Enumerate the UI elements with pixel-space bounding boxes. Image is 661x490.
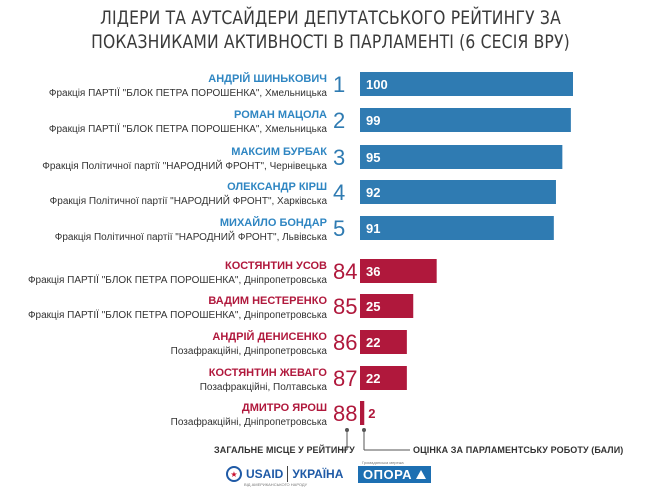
score-value: 100 <box>366 77 388 92</box>
logo-divider <box>287 466 289 482</box>
rank-number: 88 <box>333 401 357 426</box>
deputy-name: МИХАЙЛО БОНДАР <box>220 216 327 229</box>
score-bar <box>360 366 407 390</box>
deputy-name: МАКСИМ БУРБАК <box>231 146 327 158</box>
opora-logo: ОПОРА <box>358 466 431 483</box>
deputy-party: Фракція ПАРТІЇ "БЛОК ПЕТРА ПОРОШЕНКА", Х… <box>49 87 328 99</box>
score-bar <box>360 259 437 283</box>
score-bar <box>360 145 563 169</box>
legend-score-label: ОЦІНКА ЗА ПАРЛАМЕНТСЬКУ РОБОТУ (БАЛИ) <box>413 445 624 455</box>
opora-subtitle: Громадянська мережа <box>362 460 404 465</box>
legend-rank-label: ЗАГАЛЬНЕ МІСЦЕ У РЕЙТИНГУ <box>214 445 355 455</box>
score-value: 95 <box>366 150 380 165</box>
deputy-party: Позафракційні, Дніпропетровська <box>171 416 328 428</box>
deputy-party: Позафракційні, Дніпропетровська <box>171 345 328 357</box>
deputy-name: КОСТЯНТИН УСОВ <box>225 260 327 272</box>
deputy-name: АНДРІЙ ДЕНИСЕНКО <box>212 330 327 343</box>
usaid-text: USAID <box>246 467 284 481</box>
score-bar <box>360 216 554 240</box>
score-value: 91 <box>366 221 380 236</box>
deputy-name: ОЛЕКСАНДР КІРШ <box>227 181 327 193</box>
usaid-logo: ★ USAID УКРАЇНА <box>226 466 343 482</box>
rank-number: 2 <box>333 108 345 133</box>
score-value: 22 <box>366 335 380 350</box>
deputy-party: Фракція ПАРТІЇ "БЛОК ПЕТРА ПОРОШЕНКА", Д… <box>28 274 327 286</box>
rank-number: 3 <box>333 145 345 170</box>
deputy-name: АНДРІЙ ШИНЬКОВИЧ <box>208 72 327 85</box>
rank-number: 1 <box>333 72 345 97</box>
score-bar <box>360 401 365 425</box>
legend-rank-dot <box>345 428 349 432</box>
rank-number: 84 <box>333 259 357 284</box>
legend-score-dot <box>362 428 366 432</box>
deputy-party: Фракція Політичної партії "НАРОДНИЙ ФРОН… <box>42 159 327 172</box>
score-bar <box>360 330 407 354</box>
rank-number: 86 <box>333 330 357 355</box>
usaid-subtitle: ВІД АМЕРИКАНСЬКОГО НАРОДУ <box>244 482 308 487</box>
deputy-name: КОСТЯНТИН ЖЕВАГО <box>209 367 328 379</box>
chart-title-line-2: ПОКАЗНИКАМИ АКТИВНОСТІ В ПАРЛАМЕНТІ (6 С… <box>91 31 570 53</box>
deputy-name: ДМИТРО ЯРОШ <box>242 402 327 414</box>
deputy-party: Фракція Політичної партії "НАРОДНИЙ ФРОН… <box>50 194 328 207</box>
opora-badge: ОПОРА <box>358 466 431 483</box>
score-bar <box>360 294 414 318</box>
opora-triangle-icon <box>415 470 426 479</box>
score-value: 36 <box>366 264 380 279</box>
deputy-party: Позафракційні, Полтавська <box>200 381 328 393</box>
score-bar <box>360 180 556 204</box>
score-bar <box>360 108 571 132</box>
deputy-name: РОМАН МАЦОЛА <box>234 109 327 121</box>
score-value: 22 <box>366 371 380 386</box>
ukraina-text: УКРАЇНА <box>292 467 344 481</box>
rank-number: 5 <box>333 216 345 241</box>
chart-title: ЛІДЕРИ ТА АУТСАЙДЕРИ ДЕПУТАТСЬКОГО РЕЙТИ… <box>59 6 601 54</box>
opora-text: ОПОРА <box>363 467 412 482</box>
rank-number: 87 <box>333 366 357 391</box>
score-bar <box>360 72 573 96</box>
score-value: 99 <box>366 113 380 128</box>
score-value: 25 <box>366 299 380 314</box>
score-value: 92 <box>366 185 380 200</box>
deputy-party: Фракція Політичної партії "НАРОДНИЙ ФРОН… <box>55 230 328 243</box>
rank-number: 4 <box>333 180 345 205</box>
deputy-name: ВАДИМ НЕСТЕРЕНКО <box>208 295 327 307</box>
score-value: 2 <box>368 406 375 421</box>
usaid-seal-icon: ★ <box>226 466 242 482</box>
rank-number: 85 <box>333 294 357 319</box>
deputy-party: Фракція ПАРТІЇ "БЛОК ПЕТРА ПОРОШЕНКА", Д… <box>28 309 327 321</box>
chart-title-line-1: ЛІДЕРИ ТА АУТСАЙДЕРИ ДЕПУТАТСЬКОГО РЕЙТИ… <box>100 7 561 29</box>
deputy-party: Фракція ПАРТІЇ "БЛОК ПЕТРА ПОРОШЕНКА", Х… <box>49 123 328 135</box>
